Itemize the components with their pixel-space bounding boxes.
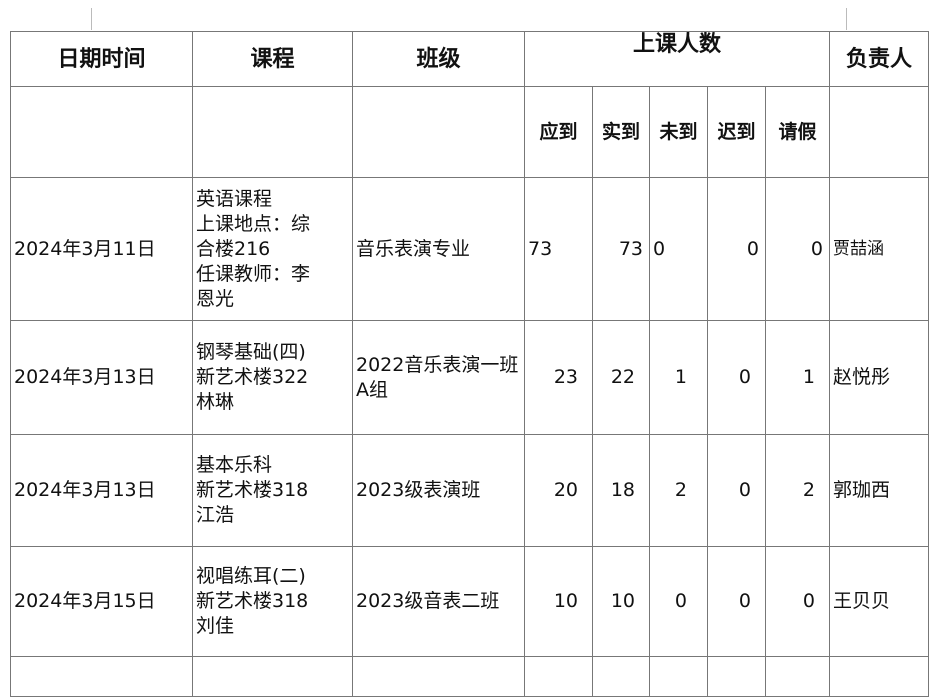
course-line: 上课地点：综 (196, 212, 311, 235)
header-course: 课程 (192, 31, 353, 87)
present-cell: 73 (592, 177, 650, 321)
course-line: 任课教师：李 (196, 262, 311, 285)
subheader-absent: 未到 (649, 86, 708, 178)
expected-cell: 73 (524, 177, 593, 321)
empty-cell (352, 86, 525, 178)
empty-cell (707, 656, 766, 697)
empty-cell (10, 656, 193, 697)
course-line: 钢琴基础(四) (196, 341, 306, 363)
table-row: 2024年3月11日 英语课程 上课地点：综 合楼216 任课教师：李 恩光 音乐表演专… (10, 177, 929, 321)
course-cell: 英语课程 上课地点：综 合楼216 任课教师：李 恩光 (192, 177, 353, 321)
leave-cell: 0 (765, 546, 830, 657)
course-line: 基本乐科 (196, 454, 273, 476)
expected-cell: 23 (524, 320, 593, 435)
course-line: 新艺术楼318 (196, 590, 309, 612)
class-cell: 2023级表演班 (352, 434, 525, 547)
late-cell: 0 (707, 177, 766, 321)
absent-cell: 2 (649, 434, 708, 547)
header-owner: 负责人 (829, 31, 929, 87)
expected-cell: 20 (524, 434, 593, 547)
empty-cell (192, 86, 353, 178)
empty-cell (192, 656, 353, 697)
subheader-leave: 请假 (765, 86, 830, 178)
leave-cell: 1 (765, 320, 830, 435)
empty-cell (829, 86, 929, 178)
expected-cell: 10 (524, 546, 593, 657)
table-row: 2024年3月15日 视唱练耳(二) 新艺术楼318 刘佳 2023级音表二班 10… (10, 546, 929, 657)
absent-cell: 0 (649, 177, 708, 321)
leave-cell: 2 (765, 434, 830, 547)
class-cell: 音乐表演专业 (352, 177, 525, 321)
course-line: 英语课程 (196, 187, 273, 210)
subheader-expected: 应到 (524, 86, 593, 178)
empty-cell (829, 656, 929, 697)
present-cell: 18 (592, 434, 650, 547)
table-row: 2024年3月13日 钢琴基础(四) 新艺术楼322 林琳 2022音乐表演一班A组… (10, 320, 929, 435)
subheader-present: 实到 (592, 86, 650, 178)
late-cell: 0 (707, 320, 766, 435)
class-cell: 2022音乐表演一班A组 (352, 320, 525, 435)
header-class: 班级 (352, 31, 525, 87)
class-cell: 2023级音表二班 (352, 546, 525, 657)
course-line: 江浩 (196, 504, 235, 526)
late-cell: 0 (707, 546, 766, 657)
empty-cell (649, 656, 708, 697)
course-line: 合楼216 (196, 237, 271, 260)
empty-cell (765, 656, 830, 697)
ruler-mark (91, 8, 92, 30)
course-line: 刘佳 (196, 615, 235, 637)
course-cell: 视唱练耳(二) 新艺术楼318 刘佳 (192, 546, 353, 657)
course-line: 林琳 (196, 391, 235, 413)
owner-cell: 赵悦彤 (829, 320, 929, 435)
empty-cell (524, 656, 593, 697)
absent-cell: 1 (649, 320, 708, 435)
empty-cell (10, 86, 193, 178)
date-cell: 2024年3月11日 (10, 177, 193, 321)
absent-cell: 0 (649, 546, 708, 657)
date-cell: 2024年3月15日 (10, 546, 193, 657)
header-date: 日期时间 (10, 31, 193, 87)
owner-cell: 王贝贝 (829, 546, 929, 657)
ruler-mark (846, 8, 847, 30)
date-cell: 2024年3月13日 (10, 434, 193, 547)
empty-cell (352, 656, 525, 697)
present-cell: 22 (592, 320, 650, 435)
attendance-table: 日期时间 课程 班级 上课人数 负责人 应到 实到 未到 迟到 请假 2024年… (10, 31, 929, 697)
course-line: 新艺术楼322 (196, 366, 309, 388)
course-line: 视唱练耳(二) (196, 565, 306, 587)
table-row-partial (10, 656, 929, 697)
empty-cell (592, 656, 650, 697)
leave-cell: 0 (765, 177, 830, 321)
table-row: 2024年3月13日 基本乐科 新艺术楼318 江浩 2023级表演班 20 18 … (10, 434, 929, 547)
owner-cell: 郭珈西 (829, 434, 929, 547)
course-cell: 钢琴基础(四) 新艺术楼322 林琳 (192, 320, 353, 435)
late-cell: 0 (707, 434, 766, 547)
course-line: 新艺术楼318 (196, 479, 309, 501)
course-line: 恩光 (196, 287, 235, 310)
date-cell: 2024年3月13日 (10, 320, 193, 435)
course-cell: 基本乐科新艺术楼318 江浩 (192, 434, 353, 547)
header-attendance: 上课人数 (524, 31, 830, 87)
owner-cell: 贾喆涵 (829, 177, 929, 321)
subheader-late: 迟到 (707, 86, 766, 178)
present-cell: 10 (592, 546, 650, 657)
